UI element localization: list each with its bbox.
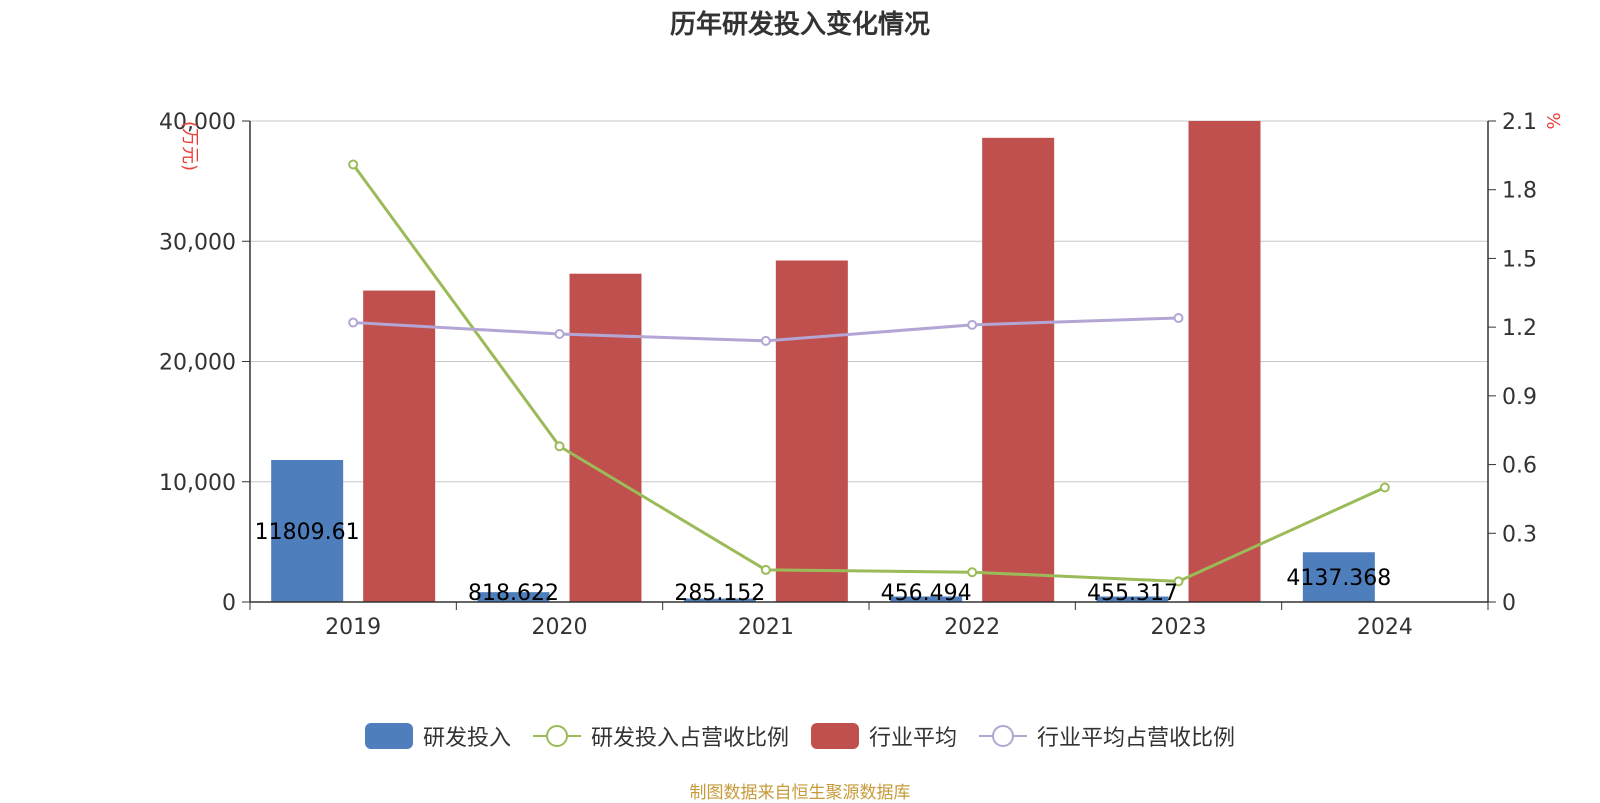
- bar-rd-investment: [477, 592, 550, 602]
- legend-item[interactable]: 研发投入占营收比例: [532, 720, 789, 752]
- legend-label: 研发投入: [422, 726, 511, 751]
- legend-item[interactable]: 行业平均: [811, 720, 957, 752]
- x-tick-label: 2023: [1151, 615, 1207, 640]
- left-axis-unit: (万元): [179, 121, 200, 171]
- right-tick-label: 0.9: [1502, 385, 1537, 410]
- right-tick-label: 2.1: [1502, 110, 1537, 135]
- chart-title: 历年研发投入变化情况: [669, 10, 930, 40]
- legend-label: 研发投入占营收比例: [590, 726, 789, 751]
- chart-canvas: 0 10,000 20,000 30,000 40,000 0 0.3 0.6 0.9 1.2 1.…: [159, 110, 1565, 640]
- right-tick-label: 1.5: [1502, 247, 1537, 272]
- line-series-layer: [348, 159, 1390, 587]
- legend-item[interactable]: 行业平均占营收比例: [979, 720, 1235, 752]
- bar-rd-investment: [683, 598, 756, 602]
- point-industry-ratio: [1173, 312, 1184, 323]
- x-tick-label: 2019: [325, 615, 381, 640]
- bar-data-label: 285.152: [674, 581, 765, 606]
- x-tick-label: 2021: [738, 615, 794, 640]
- left-tick-label: 30,000: [159, 230, 236, 255]
- bar-rd-investment: [890, 596, 963, 602]
- bar-industry-average: [982, 137, 1055, 602]
- point-rd-ratio: [760, 564, 771, 575]
- left-tick-label: 10,000: [159, 471, 236, 496]
- legend-bar-swatch: [364, 723, 413, 749]
- point-rd-ratio: [348, 159, 359, 170]
- point-rd-ratio: [1173, 576, 1184, 587]
- bar-data-label: 818.622: [468, 581, 559, 606]
- bar-industry-average: [775, 260, 848, 602]
- legend-label: 行业平均: [869, 726, 958, 751]
- legend-bar-swatch: [811, 723, 859, 749]
- legend-line-marker: [979, 723, 1028, 749]
- point-industry-ratio: [554, 329, 565, 340]
- point-industry-ratio: [348, 317, 359, 328]
- right-tick-label: 0.3: [1502, 522, 1537, 547]
- right-tick-label: 0.6: [1502, 454, 1537, 479]
- axes: 0 10,000 20,000 30,000 40,000 0 0.3 0.6 0.9 1.2 1.…: [159, 110, 1537, 640]
- bar-rd-investment: [271, 459, 344, 602]
- bar-data-label: 4137.368: [1286, 566, 1391, 591]
- x-tick-label: 2022: [944, 615, 1000, 640]
- grid-lines: [250, 120, 1488, 483]
- line-rd-ratio: [351, 163, 1386, 583]
- source-note: 制图数据来自恒生聚源数据库: [689, 783, 911, 803]
- legend-line-marker: [532, 723, 581, 749]
- left-tick-label: 40,000: [159, 110, 236, 135]
- x-tick-label: 2024: [1357, 615, 1413, 640]
- point-industry-ratio: [760, 335, 771, 346]
- right-axis-unit: %: [1544, 112, 1565, 129]
- bar-industry-average: [363, 290, 436, 602]
- bar-data-label: 11809.61: [255, 520, 360, 545]
- bar-data-label: 456.494: [881, 581, 972, 606]
- legend: 研发投入 研发投入占营收比例 行业平均 行业平均占营收比例: [0, 718, 1600, 754]
- bar-series-layer: [271, 121, 1375, 602]
- point-rd-ratio: [967, 567, 978, 578]
- point-industry-ratio: [967, 319, 978, 330]
- point-rd-ratio: [554, 441, 565, 452]
- x-tick-label: 2020: [532, 615, 588, 640]
- left-tick-label: 20,000: [159, 351, 236, 376]
- bar-rd-investment: [1302, 552, 1375, 602]
- left-tick-label: 0: [222, 591, 236, 616]
- bar-data-label: 455.317: [1087, 581, 1178, 606]
- right-tick-label: 1.8: [1502, 179, 1537, 204]
- point-rd-ratio: [1379, 482, 1390, 493]
- legend-label: 行业平均占营收比例: [1037, 726, 1236, 751]
- bar-rd-investment: [1096, 596, 1169, 602]
- legend-item[interactable]: 研发投入: [364, 720, 511, 752]
- data-labels: 11809.61 818.622 285.152 456.494 455.317 4137…: [255, 520, 1392, 606]
- bar-industry-average: [1188, 121, 1261, 602]
- right-tick-label: 0: [1502, 591, 1516, 616]
- bar-industry-average: [569, 273, 642, 602]
- right-tick-label: 1.2: [1502, 316, 1537, 341]
